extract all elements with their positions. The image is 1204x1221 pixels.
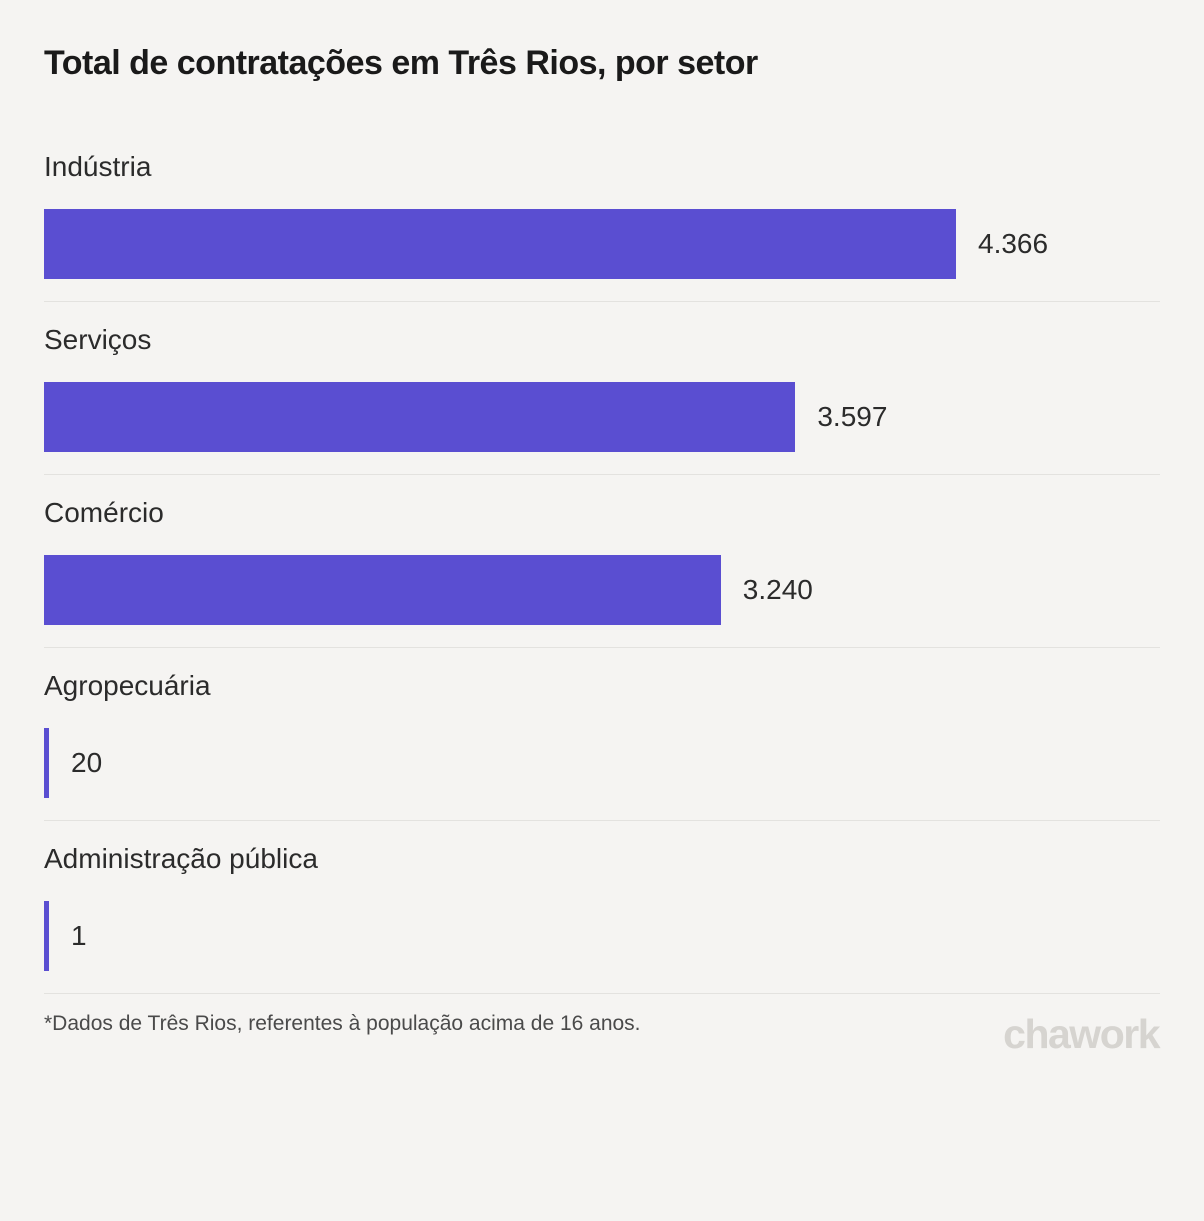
bar-fill (44, 555, 721, 625)
bar-row: Comércio 3.240 (44, 475, 1160, 648)
bar-rows: Indústria 4.366 Serviços 3.597 Comércio … (44, 151, 1160, 994)
brand-logo: chawork (1003, 1011, 1159, 1058)
bar-row: Administração pública 1 (44, 821, 1160, 994)
chart-title: Total de contratações em Três Rios, por … (44, 44, 1160, 83)
bar-value: 1 (71, 920, 87, 952)
bar-value: 4.366 (978, 228, 1048, 260)
chart-footnote: *Dados de Três Rios, referentes à popula… (44, 1012, 1160, 1036)
bar-label: Indústria (44, 151, 1160, 183)
bar-row: Serviços 3.597 (44, 302, 1160, 475)
bar-label: Comércio (44, 497, 1160, 529)
chart-container: Total de contratações em Três Rios, por … (0, 0, 1204, 1221)
bar-label: Administração pública (44, 843, 1160, 875)
bar-value: 3.240 (743, 574, 813, 606)
bar-row: Agropecuária 20 (44, 648, 1160, 821)
bar-fill (44, 382, 795, 452)
bar-line: 1 (44, 901, 1160, 971)
bar-line: 3.240 (44, 555, 1160, 625)
bar-line: 4.366 (44, 209, 1160, 279)
bar-fill (44, 728, 49, 798)
bar-line: 20 (44, 728, 1160, 798)
bar-value: 20 (71, 747, 102, 779)
bar-line: 3.597 (44, 382, 1160, 452)
bar-value: 3.597 (817, 401, 887, 433)
bar-label: Agropecuária (44, 670, 1160, 702)
bar-fill (44, 901, 49, 971)
bar-label: Serviços (44, 324, 1160, 356)
bar-fill (44, 209, 956, 279)
bar-row: Indústria 4.366 (44, 151, 1160, 302)
